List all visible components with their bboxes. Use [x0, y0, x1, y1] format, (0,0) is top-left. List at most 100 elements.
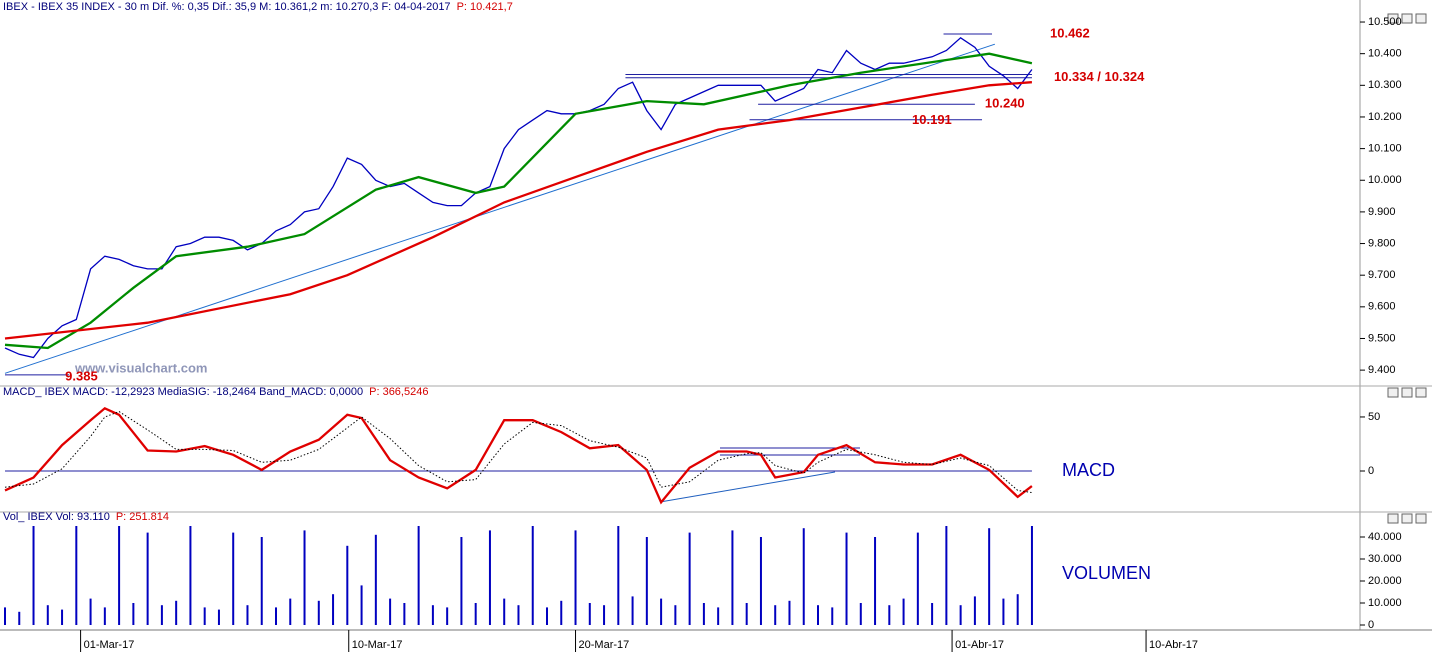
- volume-bar: [160, 605, 163, 625]
- maximize-button[interactable]: [1401, 13, 1413, 24]
- volume-bar: [431, 605, 434, 625]
- volume-bar: [731, 530, 734, 625]
- volume-bar: [275, 607, 277, 625]
- volume-bar: [389, 598, 392, 625]
- panel-header: IBEX - IBEX 35 INDEX - 30 m Dif. %: 0,35…: [3, 1, 451, 13]
- volume-bar: [817, 605, 819, 625]
- volume-bar: [902, 598, 905, 625]
- volume-bar: [374, 534, 377, 625]
- volume-bar: [845, 532, 848, 625]
- close-button[interactable]: [1415, 387, 1427, 398]
- volume-bar: [874, 537, 877, 625]
- volume-bar: [246, 605, 249, 625]
- volume-bar: [417, 526, 420, 625]
- volume-bar: [232, 532, 235, 625]
- volume-bar: [32, 526, 35, 625]
- volume-bar: [660, 598, 663, 625]
- minimize-button[interactable]: [1387, 513, 1399, 524]
- volume-bar: [203, 607, 206, 625]
- volume-bar: [988, 528, 991, 625]
- volume-bar: [717, 607, 720, 625]
- volume-bar: [18, 611, 21, 625]
- volume-bar: [289, 598, 292, 625]
- volume-bar: [474, 602, 477, 625]
- watermark: www.visualchart.com: [74, 360, 207, 375]
- y-tick-label: 0: [1368, 619, 1374, 631]
- volume-bar: [945, 526, 948, 625]
- panel-header: Vol_ IBEX Vol: 93.110: [3, 511, 110, 523]
- y-tick-label: 10.100: [1368, 143, 1402, 155]
- panel-toolbar[interactable]: [1387, 13, 1427, 524]
- volume-bar: [503, 598, 506, 625]
- volume-bar: [360, 585, 363, 625]
- volume-bar: [61, 609, 64, 625]
- volume-bar: [759, 537, 762, 625]
- volume-bar: [175, 600, 178, 625]
- volume-bar: [132, 602, 135, 625]
- level-label: 10.240: [985, 96, 1025, 111]
- volume-bar: [745, 602, 748, 625]
- volume-bar: [4, 607, 6, 625]
- volume-bar: [603, 605, 606, 625]
- y-tick-label: 9.800: [1368, 237, 1396, 249]
- maximize-button[interactable]: [1401, 387, 1413, 398]
- volume-bar: [859, 602, 862, 625]
- x-tick-label: 20-Mar-17: [579, 639, 630, 651]
- series-line: [4, 52, 1033, 350]
- y-tick-label: 9.400: [1368, 364, 1396, 376]
- volume-bar: [118, 526, 121, 625]
- y-tick-label: 9.500: [1368, 332, 1396, 344]
- volume-bar: [1016, 594, 1019, 625]
- volume-bar: [403, 602, 406, 625]
- macd-trendline: [659, 471, 836, 503]
- y-tick-label: 40.000: [1368, 531, 1402, 543]
- y-tick-label: 30.000: [1368, 553, 1402, 565]
- volume-bar: [702, 602, 705, 625]
- maximize-button[interactable]: [1401, 513, 1413, 524]
- y-tick-label: 10.300: [1368, 79, 1402, 91]
- volume-bar: [189, 526, 192, 625]
- volume-bar: [317, 600, 320, 625]
- volume-bar: [574, 530, 577, 625]
- panel-header-price: P: 251.814: [116, 511, 169, 523]
- volume-bar: [631, 596, 634, 625]
- volume-bar: [517, 605, 520, 625]
- volume-bar: [617, 526, 620, 625]
- level-label: 10.462: [1050, 25, 1090, 40]
- volume-bar: [446, 607, 449, 625]
- x-tick-label: 01-Abr-17: [955, 639, 1004, 651]
- volume-bar: [546, 607, 548, 625]
- volume-bar: [346, 545, 349, 625]
- close-button[interactable]: [1415, 513, 1427, 524]
- volume-bar: [788, 600, 791, 625]
- volume-bar: [959, 605, 962, 625]
- volume-bar: [931, 602, 934, 625]
- volume-bar: [1030, 526, 1033, 625]
- volume-bar: [916, 532, 919, 625]
- close-button[interactable]: [1415, 13, 1427, 24]
- volume-bar: [75, 526, 78, 625]
- panel-label: MACD: [1062, 460, 1115, 480]
- volume-bar: [588, 602, 591, 625]
- y-tick-label: 9.700: [1368, 269, 1396, 281]
- volume-bar: [645, 537, 648, 625]
- level-label: 10.334 / 10.324: [1054, 69, 1145, 84]
- y-tick-label: 9.600: [1368, 301, 1396, 313]
- volume-bar: [802, 528, 805, 625]
- minimize-button[interactable]: [1387, 13, 1399, 24]
- volume-bar: [460, 537, 463, 625]
- y-tick-label: 10.200: [1368, 111, 1402, 123]
- minimize-button[interactable]: [1387, 387, 1399, 398]
- y-tick-label: 10.000: [1368, 597, 1402, 609]
- y-tick-label: 10.400: [1368, 48, 1402, 60]
- volume-bar: [46, 605, 49, 625]
- series-line: [4, 406, 1033, 505]
- volume-bar: [103, 607, 106, 625]
- x-tick-label: 10-Abr-17: [1149, 639, 1198, 651]
- y-tick-label: 50: [1368, 411, 1380, 423]
- series-line: [4, 36, 1033, 359]
- volume-bar: [888, 605, 891, 625]
- volume-bar: [488, 530, 491, 625]
